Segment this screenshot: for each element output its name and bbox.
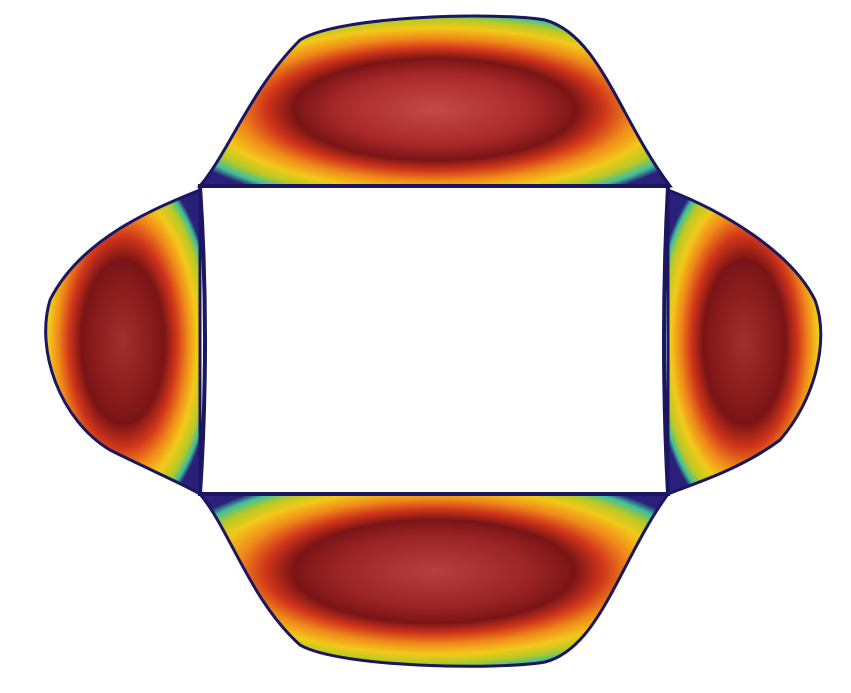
inner-hole bbox=[197, 184, 671, 496]
top-lobe bbox=[196, 14, 674, 188]
right-lobe bbox=[666, 187, 823, 497]
bottom-lobe bbox=[196, 492, 671, 668]
left-lobe bbox=[44, 187, 202, 497]
